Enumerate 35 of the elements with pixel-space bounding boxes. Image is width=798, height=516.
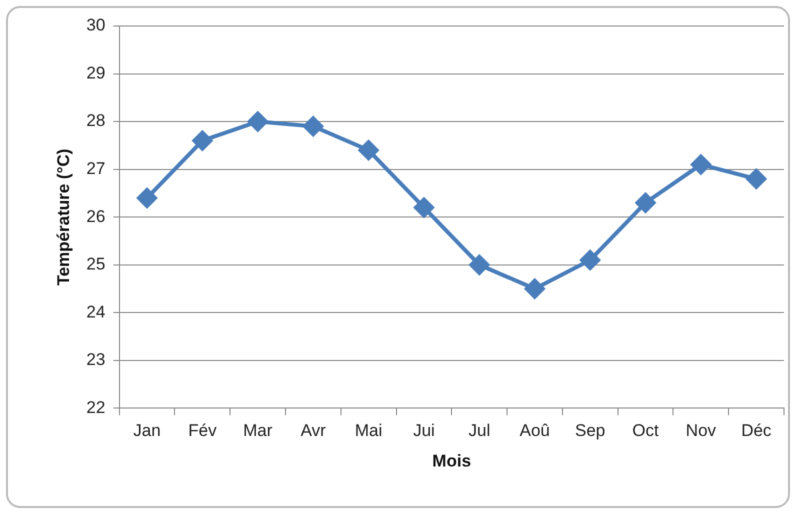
- y-tick-label: 30: [86, 16, 106, 35]
- y-tick-label: 24: [86, 302, 106, 322]
- y-tick-label: 25: [86, 254, 106, 274]
- point: [248, 112, 268, 132]
- y-tick-label: 27: [86, 159, 106, 178]
- y-tick-label: 26: [86, 206, 106, 226]
- x-tick-label: Jul: [468, 421, 490, 440]
- point: [690, 154, 711, 175]
- point: [636, 192, 656, 213]
- x-tick-label: Jan: [133, 421, 161, 440]
- point: [303, 116, 324, 136]
- x-tick-label: Jui: [413, 421, 435, 440]
- point: [192, 130, 212, 151]
- point: [580, 250, 600, 270]
- x-axis-title: Mois: [432, 451, 472, 470]
- x-tick-label: Avr: [300, 421, 326, 440]
- point: [524, 278, 545, 299]
- y-tick-label: 22: [86, 398, 106, 417]
- x-tick-label: Déc: [741, 421, 772, 440]
- y-axis-title: Température (°C): [54, 148, 73, 286]
- y-tick-label: 29: [86, 63, 106, 82]
- x-tick-label: Sep: [575, 421, 606, 440]
- x-tick-label: Fév: [188, 421, 218, 440]
- point: [358, 140, 379, 160]
- point: [469, 254, 490, 275]
- point: [414, 198, 434, 218]
- x-tick-label: Mai: [354, 421, 382, 440]
- y-tick-label: 28: [86, 111, 106, 130]
- x-tick-label: Oct: [632, 421, 660, 440]
- x-tick-label: Aoû: [520, 421, 550, 440]
- point: [746, 168, 766, 189]
- x-tick-label: Mar: [243, 421, 273, 440]
- x-tick-label: Nov: [686, 421, 717, 440]
- y-tick-label: 23: [86, 350, 106, 370]
- point: [137, 188, 158, 208]
